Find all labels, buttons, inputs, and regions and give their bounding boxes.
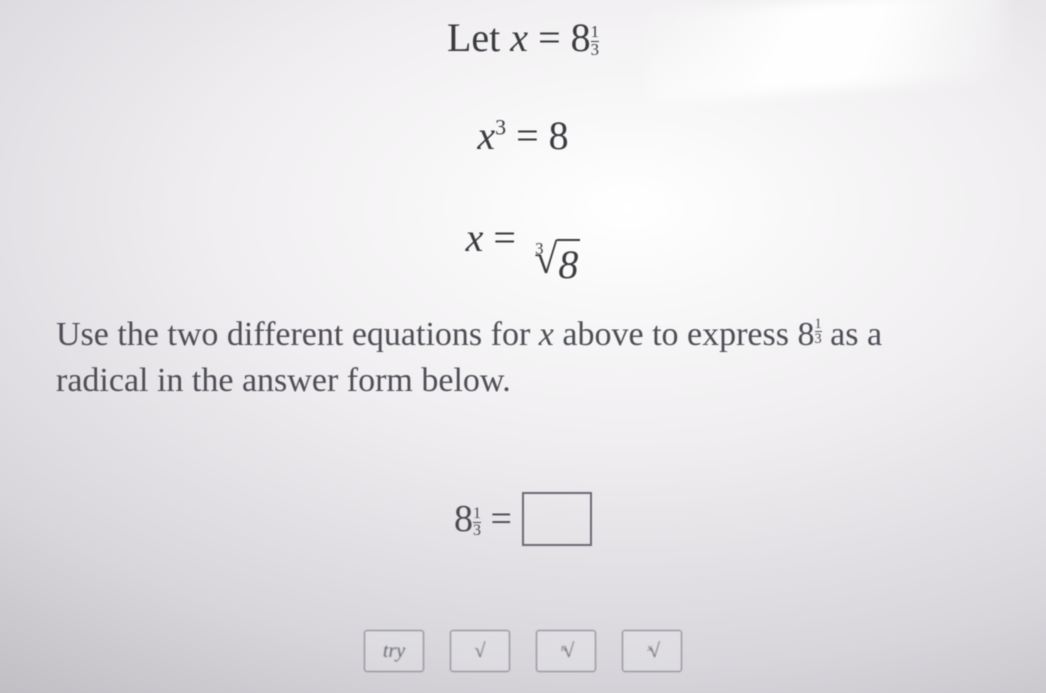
cube-root: 3√8: [526, 236, 580, 285]
exp-denominator: 3: [473, 522, 481, 539]
instruction-text: Use the two different equations for x ab…: [56, 312, 986, 404]
equation-cubed: x3 = 8: [0, 112, 1046, 159]
rhs-8: 8: [549, 113, 569, 158]
answer-row: 813 =: [0, 492, 1046, 546]
exp-denominator: 3: [591, 41, 599, 59]
exp-numerator: 1: [473, 506, 481, 522]
exp-numerator: 1: [591, 24, 599, 41]
instruction-tail: as a: [822, 316, 882, 353]
equals-sign: =: [528, 15, 571, 60]
variable-x: x: [477, 113, 495, 158]
answer-input-box[interactable]: [522, 492, 592, 546]
exponent-one-third: 13: [591, 24, 599, 59]
variable-x: x: [466, 215, 484, 260]
variable-x: x: [510, 15, 528, 60]
x-root-button[interactable]: x√: [622, 630, 682, 672]
try-label: try: [383, 640, 405, 663]
instruction-line2: radical in the answer form below.: [56, 362, 511, 399]
answer-lhs: 813 =: [454, 497, 512, 541]
equation-let: Let x = 813: [0, 14, 1046, 61]
equals-sign: =: [506, 113, 549, 158]
root-index-n: n: [561, 642, 567, 654]
instruction-exponent: 13: [815, 317, 822, 347]
nth-root-button[interactable]: n√: [536, 630, 596, 672]
exp-denominator: 3: [815, 331, 822, 346]
toolbar: try √ n√ x√: [0, 630, 1046, 672]
instruction-var: x: [539, 316, 554, 353]
instruction-part1: Use the two different equations for: [56, 316, 539, 353]
exp-numerator: 1: [815, 317, 822, 331]
worksheet-content: Let x = 813 x3 = 8 x = 3√8 Use the two d…: [0, 0, 1046, 693]
base-8: 8: [571, 15, 591, 60]
equals-sign: =: [483, 215, 526, 260]
instruction-part2: above to express 8: [554, 316, 815, 353]
root-index-x: x: [647, 642, 652, 654]
answer-base: 8: [454, 498, 473, 540]
equals-sign: =: [481, 498, 512, 540]
try-button[interactable]: try: [364, 630, 424, 672]
equation-cuberoot: x = 3√8: [0, 214, 1046, 285]
exponent-3: 3: [495, 115, 506, 140]
sqrt-icon: √: [475, 640, 486, 663]
let-text: Let: [447, 15, 510, 60]
radicand: 8: [557, 239, 580, 288]
sqrt-button[interactable]: √: [450, 630, 510, 672]
root-index: 3: [535, 239, 543, 259]
answer-exponent: 13: [473, 506, 481, 539]
